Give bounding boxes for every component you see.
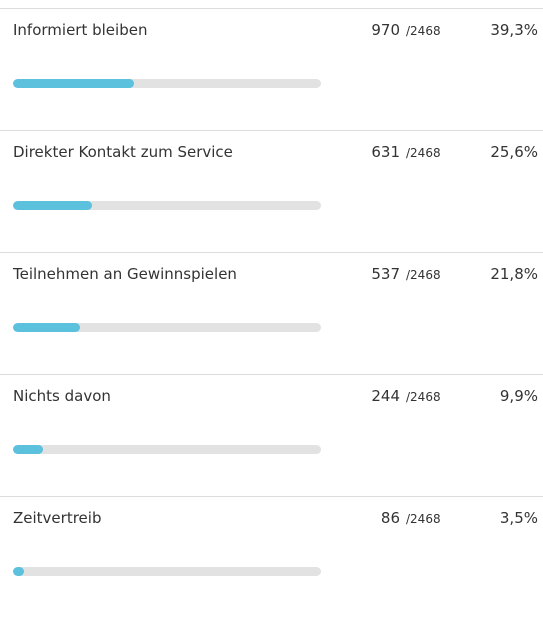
vote-total: /2468 [406,268,441,282]
progress-bar [13,79,135,88]
progress-track [13,445,321,454]
vote-total: /2468 [406,24,441,38]
option-label: Nichts davon [13,387,111,405]
vote-total: /2468 [406,512,441,526]
vote-percent: 9,9% [499,387,538,405]
vote-count: 86 [380,509,400,527]
option-label: Zeitvertreib [13,509,102,527]
progress-bar [13,323,81,332]
progress-bar [13,567,24,576]
vote-total: /2468 [406,146,441,160]
result-row: Nichts davon 244/2468 9,9% [0,374,543,497]
vote-count: 244 [371,387,400,405]
option-label: Teilnehmen an Gewinnspielen [13,265,237,283]
vote-percent: 39,3% [490,21,538,39]
vote-total: /2468 [406,390,441,404]
vote-percent: 25,6% [490,143,538,161]
result-row: Zeitvertreib 86/2468 3,5% [0,496,543,619]
option-label: Informiert bleiben [13,21,148,39]
result-row: Direkter Kontakt zum Service 631/2468 25,6… [0,130,543,253]
progress-track [13,79,321,88]
vote-count: 537 [371,265,400,283]
results-page: Informiert bleiben 970/2468 39,3% Direkter … [0,8,543,576]
progress-bar [13,201,92,210]
result-row: Informiert bleiben 970/2468 39,3% [0,8,543,131]
progress-bar [13,445,44,454]
vote-count: 631 [371,143,400,161]
progress-track [13,201,321,210]
result-row: Teilnehmen an Gewinnspielen 537/2468 21,8% [0,252,543,375]
vote-count: 970 [371,21,400,39]
option-label: Direkter Kontakt zum Service [13,143,233,161]
vote-percent: 21,8% [490,265,538,283]
progress-track [13,323,321,332]
progress-track [13,567,321,576]
vote-percent: 3,5% [499,509,538,527]
